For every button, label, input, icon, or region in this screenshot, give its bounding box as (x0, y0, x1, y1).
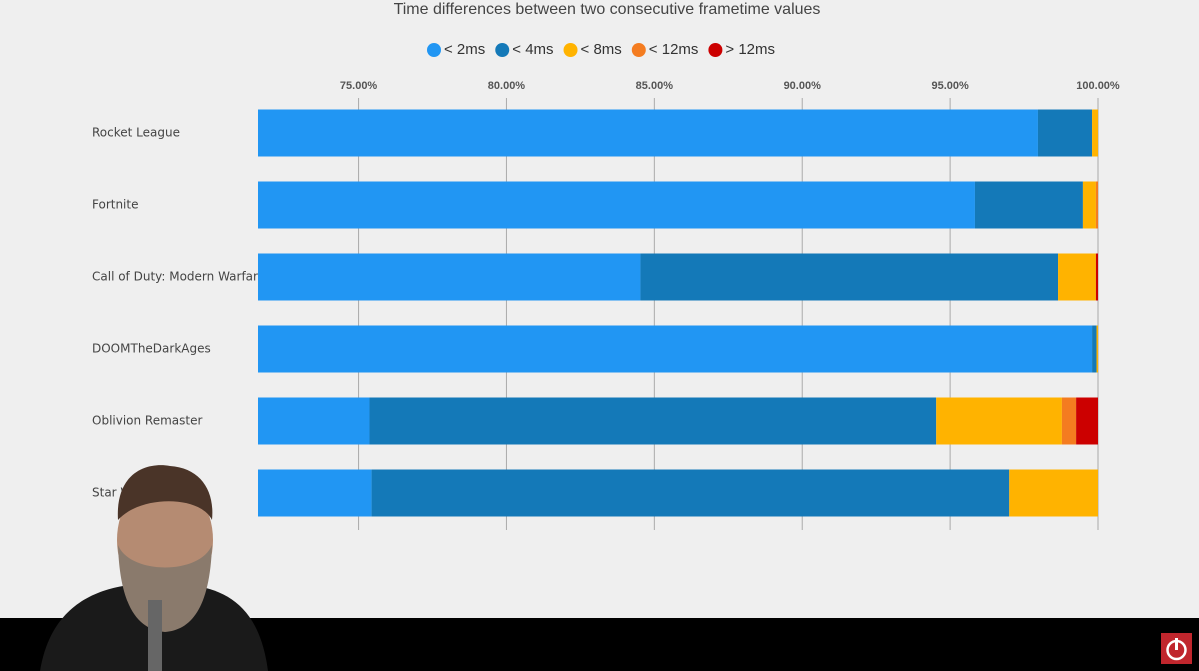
x-tick-label: 95.00% (931, 80, 969, 92)
bar-segment (371, 469, 1010, 517)
bar-segment (1096, 325, 1098, 373)
bar-segment (1058, 253, 1096, 301)
x-tick-label: 85.00% (636, 80, 674, 92)
legend-swatch (631, 43, 646, 57)
x-tick-label: 80.00% (488, 80, 526, 92)
bar-segment (936, 397, 1062, 445)
legend-swatch (495, 43, 510, 57)
chart-title: Time differences between two consecutive… (394, 1, 821, 18)
bar-segment (258, 109, 1038, 157)
bar-segment (258, 469, 372, 517)
legend-label: < 2ms (444, 41, 485, 58)
legend-label: > 12ms (725, 41, 775, 58)
bar-segment (974, 181, 1083, 229)
bar-segment (1082, 181, 1096, 229)
bar-segment (1095, 253, 1098, 301)
microphone (148, 600, 162, 671)
legend-swatch (708, 43, 723, 57)
bar-segment (640, 253, 1059, 301)
bar-segment (258, 181, 975, 229)
legend-label: < 8ms (581, 41, 622, 58)
bar-segment (1061, 397, 1077, 445)
category-label: DOOMTheDarkAges (92, 342, 211, 356)
category-label: Call of Duty: Modern Warfare 2 (92, 270, 277, 284)
legend-swatch (563, 43, 578, 57)
category-label: Oblivion Remaster (92, 414, 202, 428)
x-tick-label: 100.00% (1076, 80, 1120, 92)
bar-segment (1037, 109, 1093, 157)
category-label: Rocket League (92, 126, 180, 140)
legend-label: < 12ms (649, 41, 699, 58)
x-tick-label: 90.00% (784, 80, 822, 92)
presenter-beard (118, 545, 212, 632)
bar-segment (258, 397, 370, 445)
bar-segment (258, 253, 641, 301)
x-tick-label: 75.00% (340, 80, 378, 92)
bar-segment (1092, 109, 1098, 157)
bar-segment (258, 325, 1093, 373)
bar-segment (1009, 469, 1098, 517)
category-label: Fortnite (92, 198, 138, 212)
bar-segment (1076, 397, 1098, 445)
presenter-hair (117, 465, 213, 520)
legend-swatch (427, 43, 441, 57)
bar-segment (1095, 181, 1098, 229)
bar-segment (1092, 325, 1097, 373)
bar-segment (369, 397, 937, 445)
legend-label: < 4ms (512, 41, 553, 58)
